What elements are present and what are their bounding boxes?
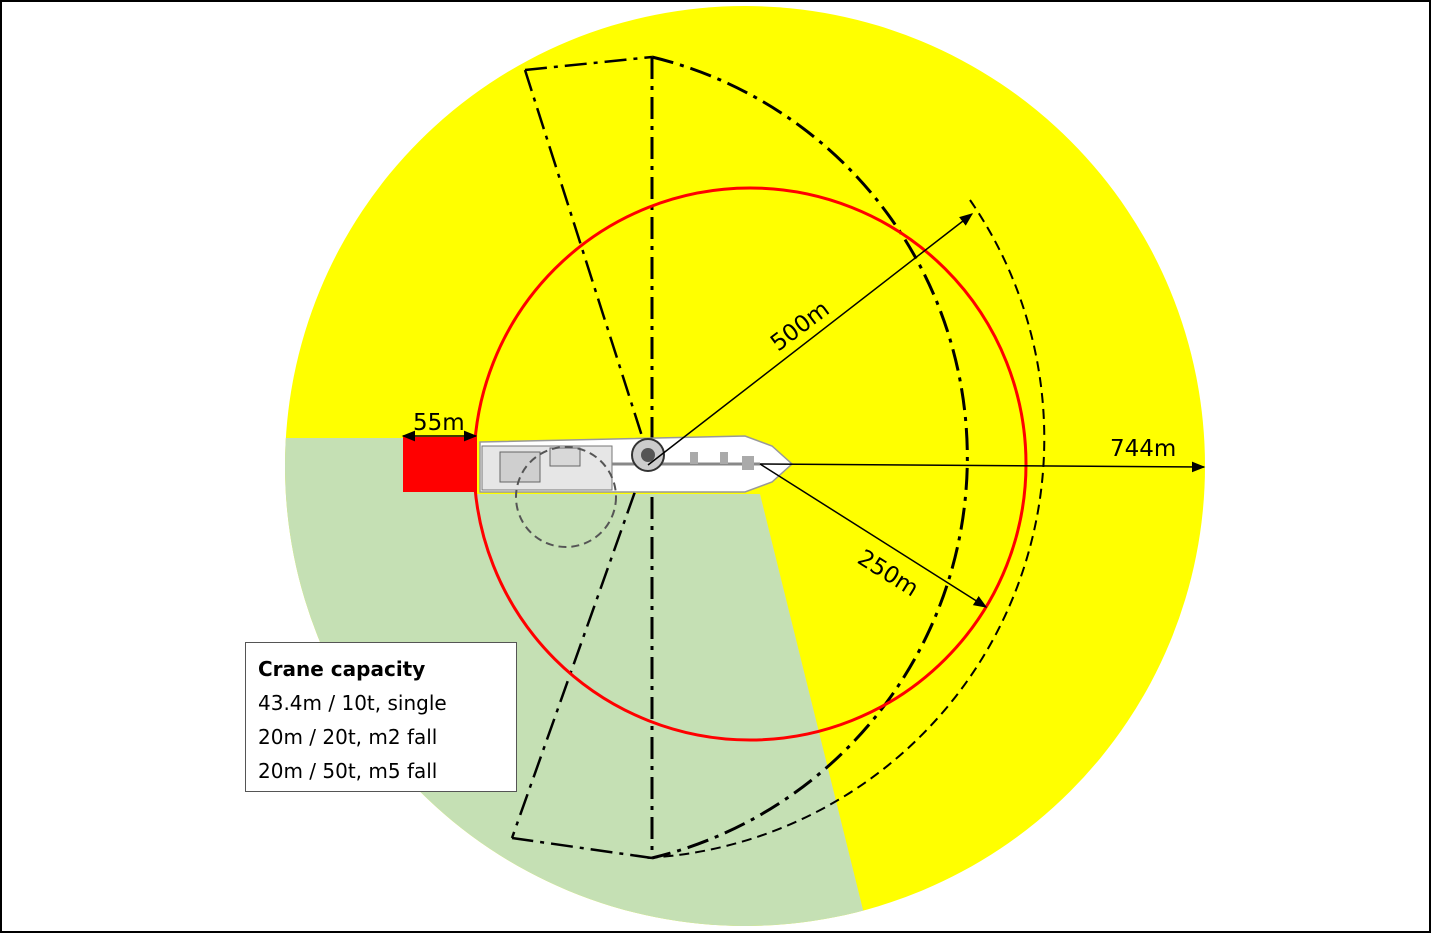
legend-line: 20m / 50t, m5 fall [258, 759, 438, 783]
red-circle-500m [472, 186, 1028, 742]
legend-line: 43.4m / 10t, single [258, 691, 447, 715]
label-55m: 55m [413, 410, 465, 436]
helideck-circle [515, 446, 617, 548]
legend-title: Crane capacity [258, 657, 426, 681]
red-block-55m [403, 437, 477, 492]
vessel [479, 435, 794, 493]
legend-line: 20m / 20t, m2 fall [258, 725, 438, 749]
arrow-744m [759, 461, 1206, 473]
label-744m: 744m [1110, 436, 1176, 462]
crane-capacity-legend: Crane capacity 43.4m / 10t, single 20m /… [245, 642, 517, 792]
arrow-500m [647, 213, 974, 466]
crane-sector-boundary-outer [510, 55, 653, 860]
crane-sector-inner-arc [644, 199, 1046, 859]
arrow-250m [759, 463, 988, 608]
